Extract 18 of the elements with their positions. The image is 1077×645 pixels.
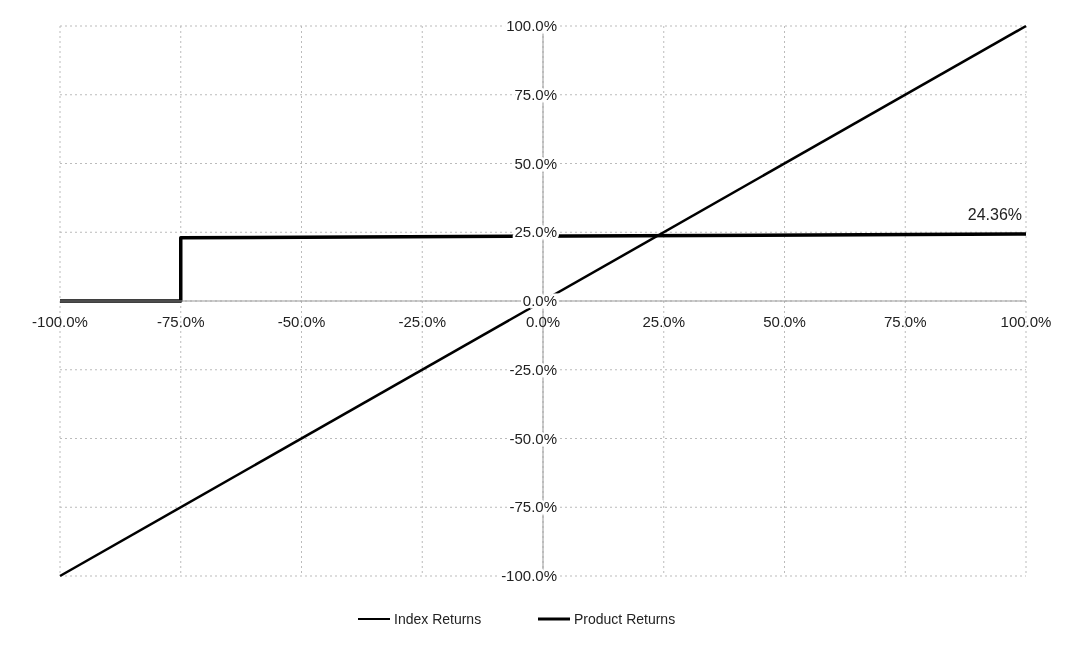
y-tick-label: 75.0% (514, 85, 557, 103)
x-tick-label: 25.0% (642, 313, 686, 330)
y-tick-label: -100.0% (501, 567, 557, 584)
x-tick-label: -75.0% (156, 313, 205, 330)
x-tick-label: 100.0% (1000, 313, 1052, 330)
y-tick-label: -50.0% (509, 429, 557, 447)
y-tick-label: 100.0% (506, 17, 557, 34)
x-tick-label: -25.0% (398, 313, 447, 330)
legend-label: Product Returns (574, 611, 676, 627)
y-tick-label: -25.0% (509, 360, 557, 378)
y-tick-label: -75.0% (509, 498, 557, 516)
annotation: 24.36% (967, 206, 1022, 224)
y-tick-label: 50.0% (514, 154, 557, 172)
x-tick-label: -50.0% (277, 313, 326, 330)
x-tick-label: -100.0% (32, 313, 88, 330)
x-tick-label: 50.0% (763, 313, 806, 330)
x-tick-label: 75.0% (883, 313, 927, 330)
legend-label: Index Returns (394, 611, 482, 627)
